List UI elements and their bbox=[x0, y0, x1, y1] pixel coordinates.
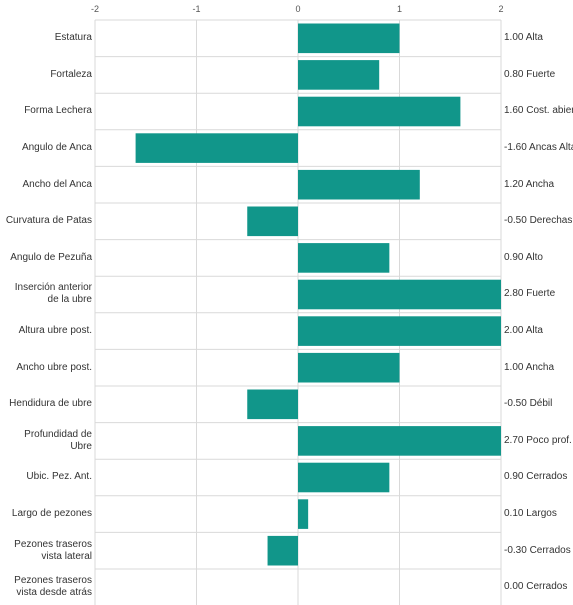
category-label: Hendidura de ubre bbox=[9, 398, 92, 410]
x-tick-label: 1 bbox=[396, 4, 402, 14]
value-label: -0.50 Derechas bbox=[504, 215, 573, 227]
bar bbox=[298, 316, 501, 346]
x-tick-label: -1 bbox=[192, 4, 201, 14]
value-label: 1.20 Ancha bbox=[504, 178, 555, 190]
bar bbox=[298, 243, 390, 273]
bar bbox=[298, 352, 400, 383]
value-label: 0.80 Fuerte bbox=[504, 68, 556, 80]
value-label: -0.50 Débil bbox=[504, 398, 553, 410]
category-label: Fortaleza bbox=[50, 68, 92, 80]
bar bbox=[267, 535, 298, 566]
value-label: 0.90 Alto bbox=[504, 251, 543, 263]
value-label: -1.60 Ancas Altas bbox=[504, 142, 573, 154]
value-label: -0.30 Cerrados bbox=[504, 544, 571, 556]
category-label: Altura ubre post. bbox=[18, 325, 92, 337]
value-label: 1.60 Cost. abierto bbox=[504, 105, 573, 117]
value-label: 2.70 Poco prof. bbox=[504, 434, 572, 446]
category-label: Angulo de Pezuña bbox=[10, 251, 92, 263]
bar bbox=[298, 462, 390, 493]
bar bbox=[298, 23, 400, 54]
category-label: Pezones traseros vista lateral bbox=[14, 538, 92, 562]
value-label: 0.00 Cerrados bbox=[504, 581, 568, 593]
value-label: 0.90 Cerrados bbox=[504, 471, 568, 483]
x-tick-label: 0 bbox=[295, 4, 301, 14]
bar bbox=[135, 133, 298, 163]
value-label: 2.00 Alta bbox=[504, 325, 543, 337]
x-tick-label: -2 bbox=[90, 4, 99, 14]
bar bbox=[298, 169, 420, 200]
category-label: Inserción anterior de la ubre bbox=[14, 282, 92, 306]
bar bbox=[298, 426, 501, 456]
category-label: Estatura bbox=[54, 32, 92, 44]
bar bbox=[298, 60, 380, 90]
bars bbox=[135, 23, 501, 566]
category-label: Ancho del Anca bbox=[22, 178, 93, 190]
category-label: Ancho ubre post. bbox=[16, 361, 92, 373]
category-label: Angulo de Anca bbox=[21, 142, 92, 154]
category-label: Largo de pezones bbox=[11, 508, 92, 520]
bar bbox=[247, 389, 298, 420]
bar bbox=[247, 206, 298, 237]
bar bbox=[298, 96, 461, 127]
bar bbox=[298, 499, 309, 529]
value-label: 0.10 Largos bbox=[504, 508, 557, 520]
value-label: 1.00 Alta bbox=[504, 32, 543, 44]
category-label: Forma Lechera bbox=[24, 105, 92, 117]
category-label: Profundidad de Ubre bbox=[24, 428, 92, 452]
value-label: 2.80 Fuerte bbox=[504, 288, 556, 300]
x-tick-label: 2 bbox=[498, 4, 504, 14]
category-label: Curvatura de Patas bbox=[5, 215, 92, 227]
category-label: Pezones traseros vista desde atrás bbox=[14, 575, 92, 599]
value-label: 1.00 Ancha bbox=[504, 361, 555, 373]
bar bbox=[298, 279, 501, 310]
category-label: Ubic. Pez. Ant. bbox=[26, 471, 92, 483]
